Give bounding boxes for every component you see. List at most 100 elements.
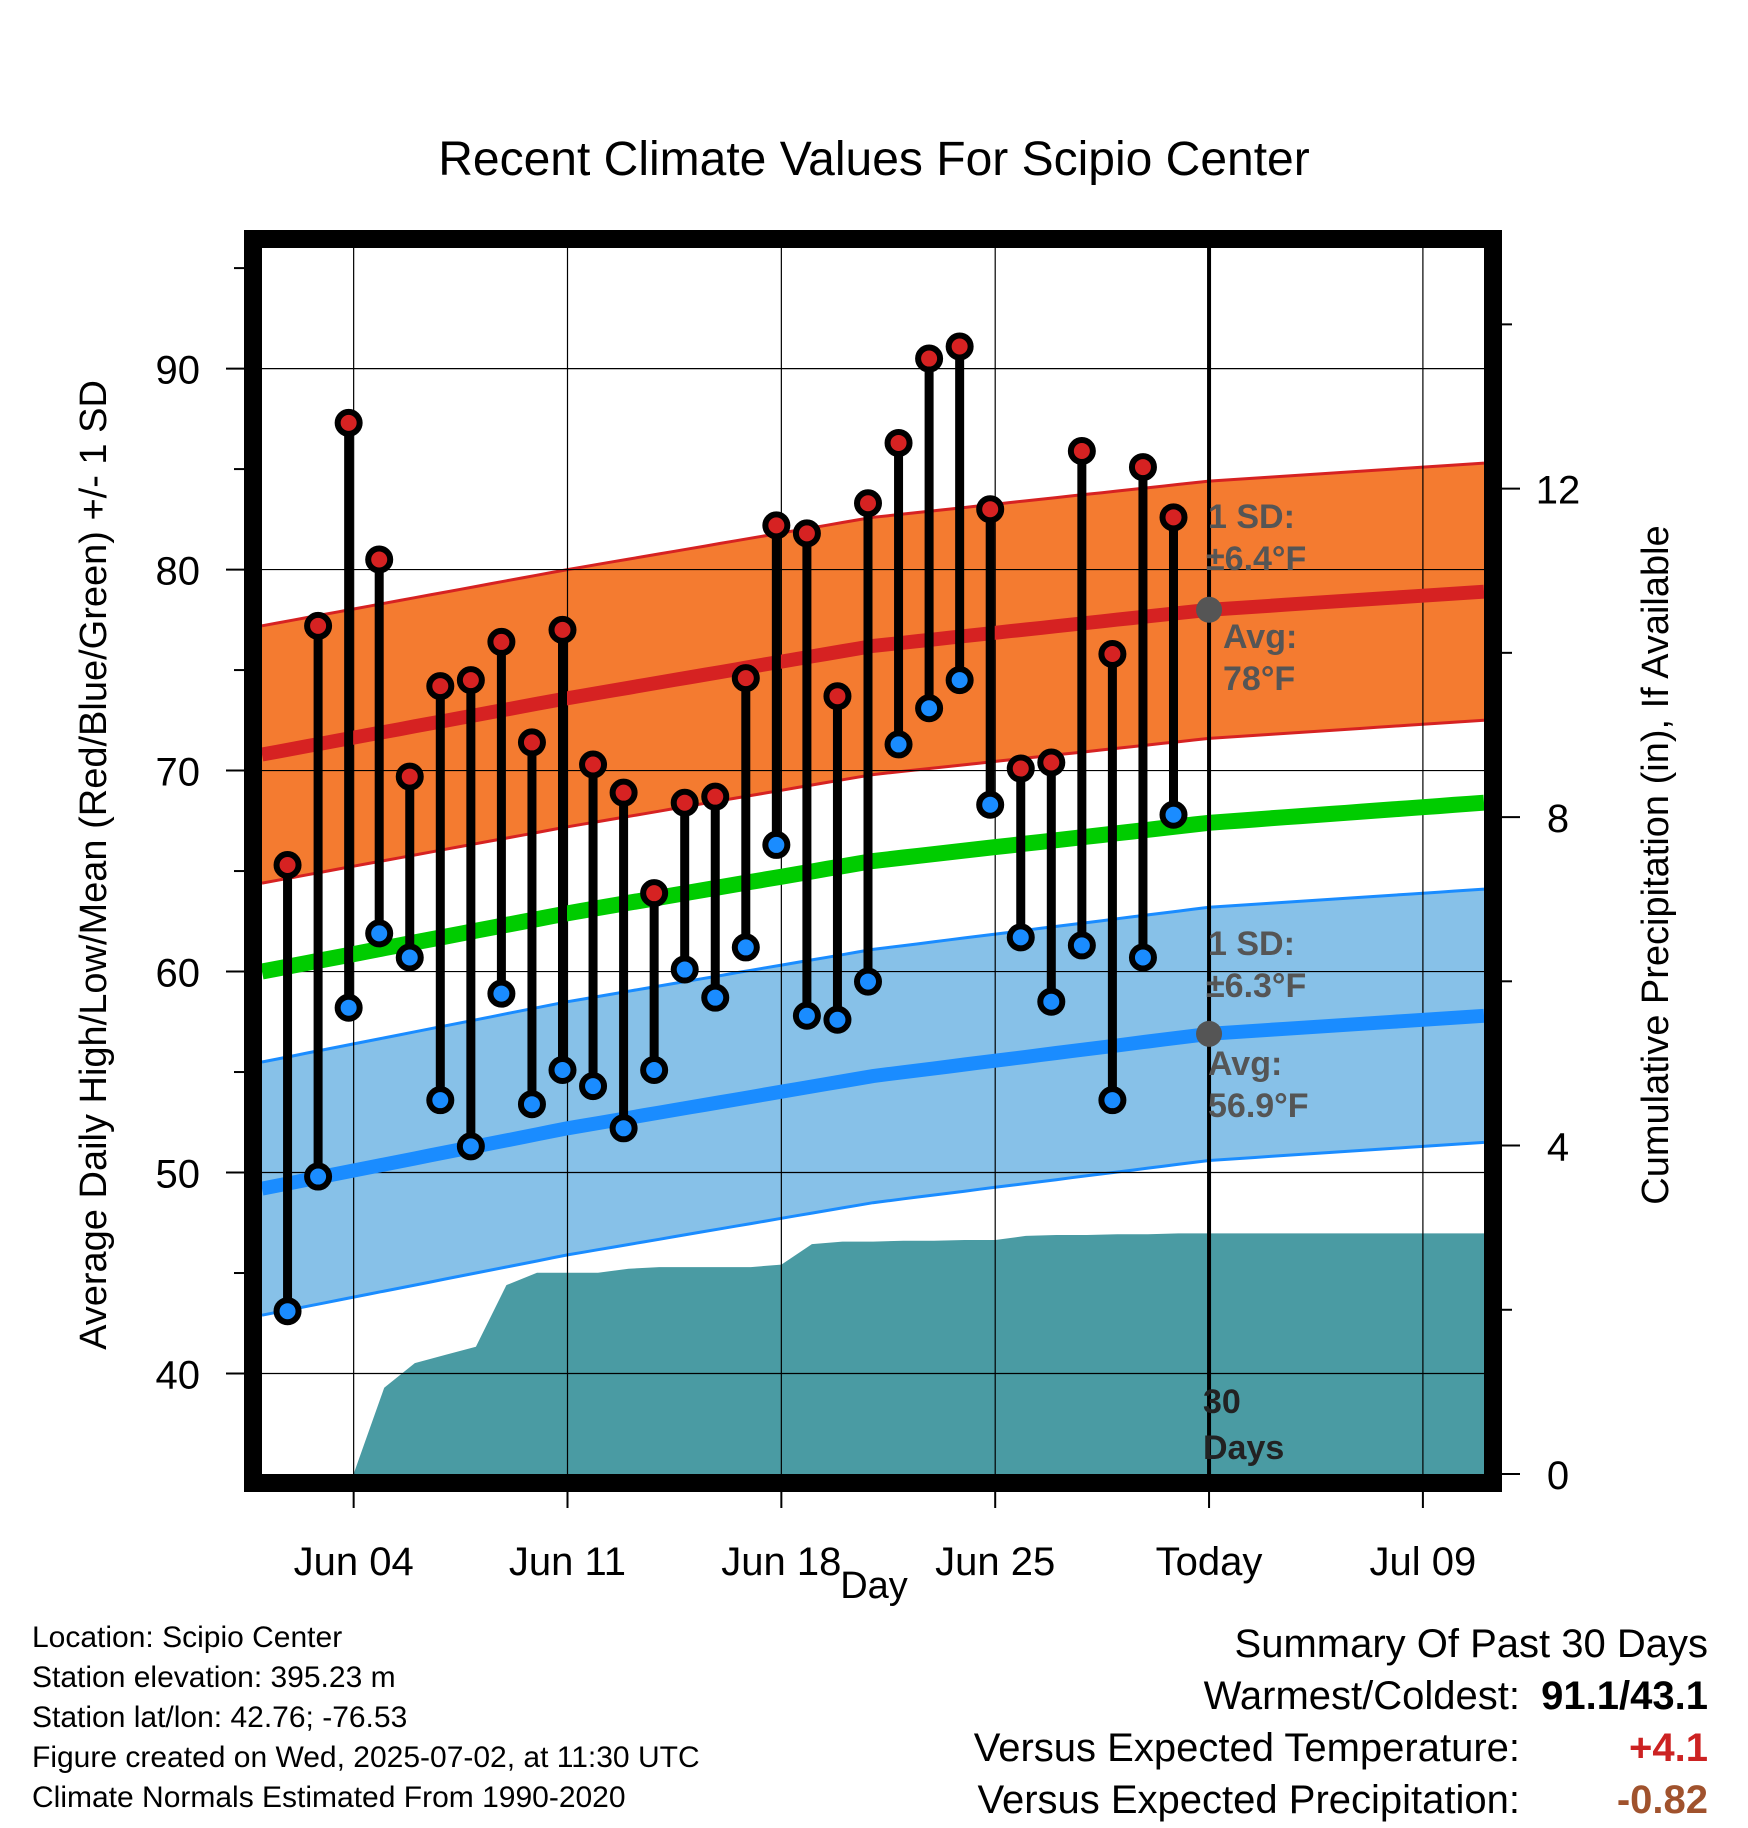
daily-low-point [1128,943,1157,972]
daily-low-point [731,933,760,962]
normals-text: Climate Normals Estimated From 1990-2020 [32,1781,626,1814]
daily-low-point [1159,800,1188,829]
x-tick-label: Today [1156,1540,1263,1584]
low-band-upper-edge [261,887,1485,1064]
daily-low-point [1006,923,1035,952]
daily-high-point [426,672,455,701]
daily-high-point [670,788,699,817]
daily-high-point [487,627,516,656]
daily-high-point [395,762,424,791]
data-marks [273,332,1188,1326]
axes: Jun 04 Jun 11 Jun 18 Jun 25 Today Jul 0940506… [156,230,1581,1584]
daily-high-point [517,728,546,757]
station-info: Location: Scipio Center Station elevatio… [32,1618,700,1818]
summary-precip-row: Versus Expected Precipitation: -0.82 [974,1774,1708,1826]
low-avg-label: Avg: [1208,1045,1282,1083]
daily-low-point [456,1132,485,1161]
location-text: Location: Scipio Center [32,1621,343,1654]
normal-high-line [260,584,1485,762]
y-tick-label: 90 [156,349,201,393]
plot-area [260,248,1485,1474]
days-label-text: Days [1203,1429,1284,1467]
x-tick-label: Jun 25 [935,1540,1055,1584]
y-tick-label: 70 [156,751,201,795]
precip-value: -0.82 [1616,1778,1708,1822]
daily-low-point [976,790,1005,819]
high-avg-label: Avg: [1223,618,1297,656]
plot-frame [244,230,1502,1492]
daily-low-point [334,993,363,1022]
daily-high-point [731,664,760,693]
y-tick-label: 60 [156,952,201,996]
daily-high-point [1098,639,1127,668]
daily-high-point [1067,436,1096,465]
temp-value: +4.1 [1629,1726,1708,1770]
daily-high-point [1037,748,1066,777]
daily-high-point [1006,754,1035,783]
daily-low-point [945,666,974,695]
y2-tick-label: 8 [1547,797,1569,841]
high-band-upper-edge [261,461,1485,628]
chart-title: Recent Climate Values For Scipio Center [438,133,1309,186]
latlon-text: Station lat/lon: 42.76; -76.53 [32,1701,408,1734]
daily-high-point [273,851,302,880]
daily-low-point [854,967,882,996]
daily-low-point [1067,931,1096,960]
daily-low-point [701,983,730,1012]
low-avg-value: 56.9°F [1208,1087,1309,1125]
today-normal-high-marker [1196,596,1223,623]
daily-high-point [915,344,944,373]
y2-tick-label: 0 [1547,1454,1569,1498]
daily-high-point [334,408,363,437]
daily-low-point [1098,1086,1127,1115]
warmest-value: 91.1/43.1 [1541,1674,1708,1718]
high-band-lower-edge [261,718,1485,885]
high-avg-value: 78°F [1223,660,1295,698]
daily-high-point [945,332,974,361]
daily-low-point [304,1162,333,1191]
high-sd-label: 1 SD: [1208,498,1295,536]
daily-high-point [1159,503,1188,532]
daily-low-point [915,694,944,723]
daily-low-point [792,1001,821,1030]
x-tick-label: Jul 09 [1370,1540,1477,1584]
daily-high-point [854,489,882,518]
created-text: Figure created on Wed, 2025-07-02, at 11… [32,1741,700,1774]
daily-low-point [823,1005,852,1034]
y2-tick-label: 4 [1547,1126,1569,1170]
x-tick-label: Jun 18 [721,1540,841,1584]
daily-high-point [762,511,791,540]
summary-panel: Summary Of Past 30 Days Warmest/Coldest:… [974,1618,1708,1826]
daily-high-point [976,495,1005,524]
daily-low-point [426,1086,455,1115]
daily-high-point [579,750,608,779]
daily-low-point [1037,987,1066,1016]
x-tick-label: Jun 04 [294,1540,414,1584]
x-axis-label: Day [840,1565,908,1607]
daily-high-point [609,778,638,807]
low-sd-value: ±6.3°F [1206,967,1306,1005]
today-normal-low-marker [1196,1020,1223,1047]
climate-chart: Recent Climate Values For Scipio Center … [73,133,1677,1607]
y-tick-label: 40 [156,1354,201,1398]
daily-high-point [304,611,333,640]
daily-high-point [456,666,485,695]
daily-high-point [823,682,852,711]
elevation-text: Station elevation: 395.23 m [32,1661,396,1694]
y-axis-label-right: Cumulative Precipitation (in), If Availa… [1635,525,1677,1204]
daily-low-point [517,1090,546,1119]
daily-low-point [609,1114,638,1143]
summary-temp-row: Versus Expected Temperature: +4.1 [974,1722,1708,1774]
daily-low-point [273,1297,302,1326]
daily-high-point [1128,453,1157,482]
summary-warmest-row: Warmest/Coldest: 91.1/43.1 [974,1670,1708,1722]
y-tick-label: 80 [156,550,201,594]
daily-low-point [395,943,424,972]
daily-low-point [579,1072,608,1101]
warmest-label: Warmest/Coldest: [1203,1674,1520,1718]
y2-tick-label: 12 [1536,469,1581,513]
daily-low-point [365,919,394,948]
summary-title: Summary Of Past 30 Days [1234,1622,1708,1666]
daily-low-point [884,730,913,759]
y-axis-label-left: Average Daily High/Low/Mean (Red/Blue/Gr… [73,380,115,1350]
